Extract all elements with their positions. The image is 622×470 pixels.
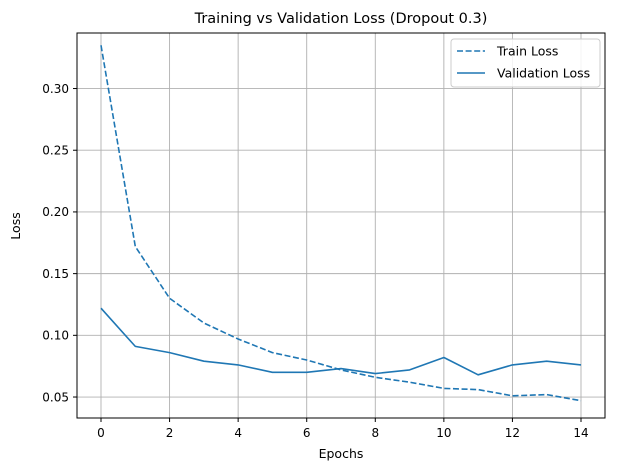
axis-ticks: 0 2 4 6 8 10 12 14 0.05 0.10 0.15 0.20 0.25 0.30 xyxy=(42,82,588,440)
data-point-train-loss xyxy=(477,388,480,391)
x-tick-label: 12 xyxy=(505,426,520,440)
x-tick-label: 10 xyxy=(436,426,451,440)
data-point-validation-loss xyxy=(511,363,514,366)
data-point-train-loss xyxy=(408,381,411,384)
series-line-validation-loss xyxy=(100,307,582,376)
x-tick-label: 4 xyxy=(234,426,242,440)
data-point-train-loss xyxy=(134,245,137,248)
y-tick-label: 0.20 xyxy=(42,205,69,219)
data-point-validation-loss xyxy=(271,371,274,374)
data-point-train-loss xyxy=(580,399,583,402)
data-point-validation-loss xyxy=(134,345,137,348)
data-point-validation-loss xyxy=(168,351,171,354)
y-tick-label: 0.30 xyxy=(42,82,69,96)
data-point-train-loss xyxy=(202,321,205,324)
grid xyxy=(77,33,605,418)
data-point-validation-loss xyxy=(237,363,240,366)
data-point-train-loss xyxy=(545,393,548,396)
data-point-validation-loss xyxy=(305,371,308,374)
data-point-train-loss xyxy=(305,359,308,362)
series-lines xyxy=(100,44,583,402)
y-tick-label: 0.05 xyxy=(42,390,69,404)
data-point-train-loss xyxy=(374,376,377,379)
y-axis-label: Loss xyxy=(8,212,23,239)
x-axis-label: Epochs xyxy=(319,446,364,461)
legend-label: Train Loss xyxy=(496,44,558,59)
x-tick-label: 14 xyxy=(573,426,588,440)
data-point-validation-loss xyxy=(374,372,377,375)
x-tick-label: 6 xyxy=(303,426,311,440)
data-point-validation-loss xyxy=(408,368,411,371)
plot-frame xyxy=(76,32,606,419)
legend-box xyxy=(450,38,601,88)
legend: Train Loss Validation Loss xyxy=(450,38,601,88)
chart-title: Training vs Validation Loss (Dropout 0.3… xyxy=(194,11,488,27)
data-point-validation-loss xyxy=(545,360,548,363)
data-point-train-loss xyxy=(442,387,445,390)
data-point-train-loss xyxy=(271,351,274,354)
x-tick-label: 2 xyxy=(166,426,174,440)
x-tick-label: 0 xyxy=(97,426,105,440)
data-point-train-loss xyxy=(168,297,171,300)
x-tick-label: 8 xyxy=(371,426,379,440)
data-point-validation-loss xyxy=(580,363,583,366)
data-point-validation-loss xyxy=(442,356,445,359)
data-point-validation-loss xyxy=(100,307,103,310)
y-tick-label: 0.15 xyxy=(42,267,69,281)
legend-label: Validation Loss xyxy=(497,66,590,81)
data-point-train-loss xyxy=(511,394,514,397)
data-point-train-loss xyxy=(100,44,103,47)
data-point-train-loss xyxy=(237,338,240,341)
y-tick-label: 0.25 xyxy=(42,144,69,158)
y-tick-label: 0.10 xyxy=(42,329,69,343)
series-line-train-loss xyxy=(100,45,582,402)
data-point-validation-loss xyxy=(477,373,480,376)
data-point-validation-loss xyxy=(340,367,343,370)
data-point-validation-loss xyxy=(202,360,205,363)
